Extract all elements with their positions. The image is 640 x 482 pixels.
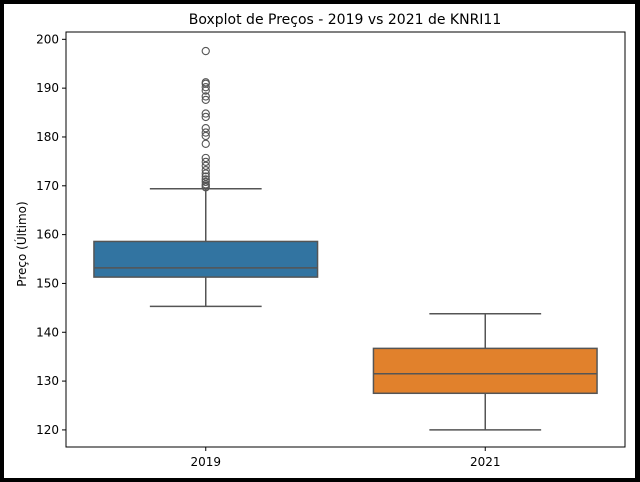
outlier-point <box>201 124 210 133</box>
outlier-point <box>201 83 210 92</box>
y-tick-label: 180 <box>36 130 59 144</box>
chart-title: Boxplot de Preços - 2019 vs 2021 de KNRI… <box>189 12 501 28</box>
y-tick-label: 150 <box>36 276 59 290</box>
outlier-point <box>201 92 210 101</box>
y-tick-label: 200 <box>36 32 59 46</box>
x-tick-label: 2021 <box>470 455 501 469</box>
outlier-point <box>201 175 210 184</box>
outlier-point <box>201 161 210 170</box>
outlier-point <box>201 153 210 163</box>
box-2019 <box>93 240 319 278</box>
outlier-point <box>201 46 210 56</box>
y-tick-label: 160 <box>36 228 59 242</box>
outlier-point <box>201 180 210 189</box>
y-tick-label: 120 <box>36 423 59 437</box>
outlier-point <box>201 169 210 178</box>
y-tick-label: 130 <box>36 374 59 388</box>
figure-canvas: Boxplot de Preços - 2019 vs 2021 de KNRI… <box>4 4 635 478</box>
y-axis-label: Preço (Último) <box>14 201 29 286</box>
outlier-point <box>201 95 210 105</box>
y-tick-label: 140 <box>36 325 59 339</box>
outlier-point <box>201 157 210 167</box>
box-2021 <box>372 347 598 395</box>
outlier-point <box>201 128 210 137</box>
outlier-point <box>201 166 210 175</box>
outlier-point <box>201 139 210 148</box>
plot-frame <box>65 31 626 448</box>
y-tick-label: 190 <box>36 81 59 95</box>
outlier-point <box>201 172 210 181</box>
plot-area: 120 130 140 150 160 170 180 190 200 2019 2021 <box>36 31 626 469</box>
boxplot-chart: Boxplot de Preços - 2019 vs 2021 de KNRI… <box>14 12 626 469</box>
x-tick-label: 2019 <box>190 455 221 469</box>
y-tick-label: 170 <box>36 179 59 193</box>
outlier-point <box>201 131 210 141</box>
outlier-point <box>201 78 210 87</box>
outlier-point <box>201 177 210 187</box>
outlier-point <box>201 109 210 118</box>
outlier-point <box>201 112 210 122</box>
